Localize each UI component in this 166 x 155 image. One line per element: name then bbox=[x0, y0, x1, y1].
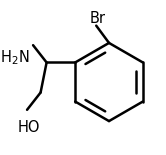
Text: H$_2$N: H$_2$N bbox=[0, 48, 29, 66]
Text: Br: Br bbox=[89, 11, 105, 26]
Text: HO: HO bbox=[18, 120, 41, 135]
